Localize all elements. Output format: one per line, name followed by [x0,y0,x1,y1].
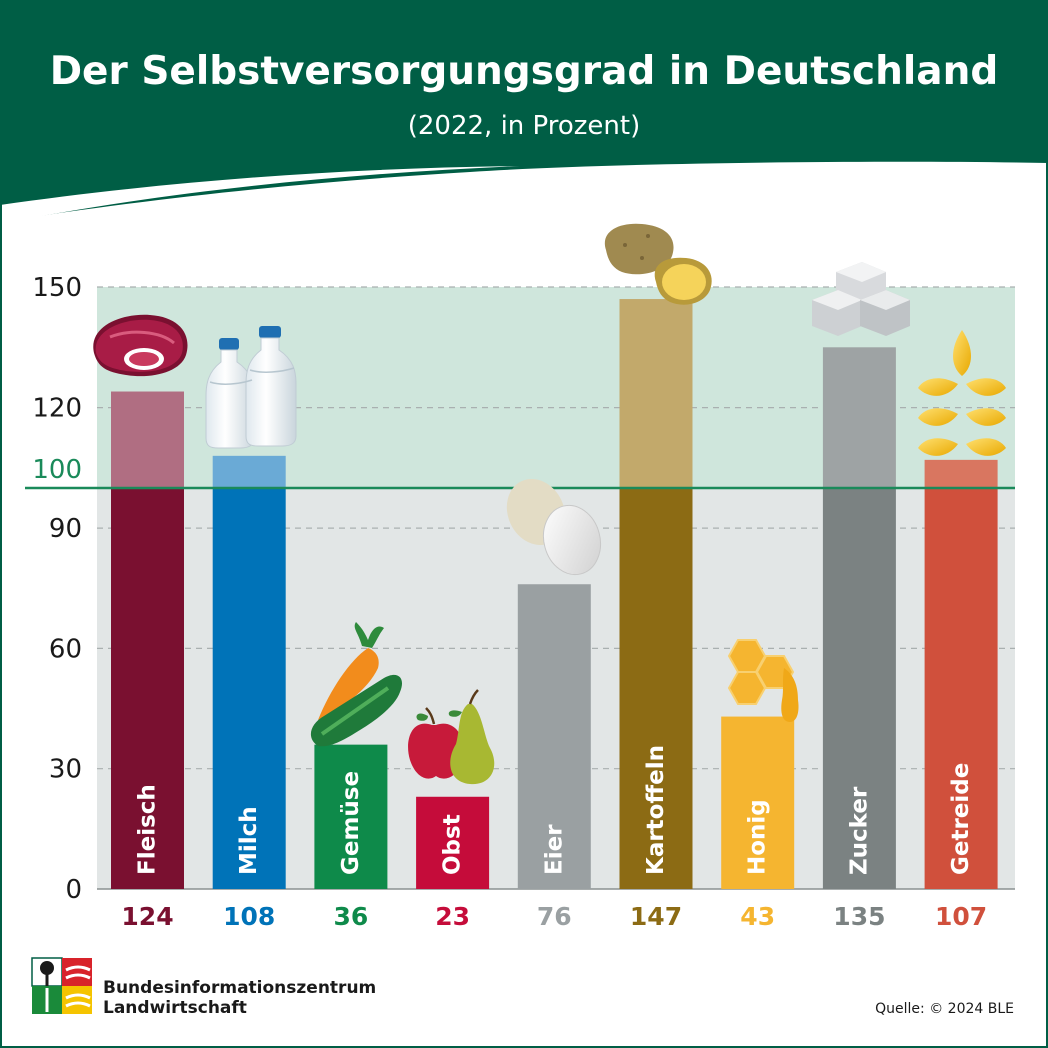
apple-pear-icon [408,689,495,785]
category-label: Fleisch [135,784,161,875]
wheat-icon [918,330,1006,456]
bar-eier [517,584,591,889]
category-label: Obst [440,814,466,875]
value-label: 36 [334,902,369,931]
bar-upper-fleisch [111,391,184,488]
sugar-cubes-icon [812,262,910,336]
ble-logo [31,957,92,1014]
value-labels: 124 108 36 23 76 147 43 135 107 [121,902,987,931]
steak-icon [93,314,188,377]
bar-kartoffeln [619,488,693,889]
potatoes-icon [604,223,712,305]
eggs-icon [506,478,602,576]
bar-zucker [822,488,896,889]
value-label: 107 [935,902,987,931]
bar-obst [416,796,490,889]
source-note: Quelle: © 2024 BLE [875,1001,1014,1017]
org-name-line1: Bundesinformationszentrum [103,978,376,998]
y-tick-label: 90 [49,514,82,544]
bar-milch [212,488,286,889]
value-label: 76 [537,902,572,931]
reference-label: 100 [32,455,82,485]
y-axis-ticks: 0 30 60 90 120 150 [32,273,82,905]
value-label: 23 [435,902,470,931]
value-label: 43 [740,902,775,931]
category-label: Gemüse [338,771,364,875]
bar-fleisch [111,488,184,889]
milk-bottles-icon [205,326,297,449]
org-name-line2: Landwirtschaft [103,998,247,1018]
bars [111,299,998,889]
y-tick-label: 120 [32,394,82,424]
header-banner [0,0,1048,222]
value-label: 147 [630,902,682,931]
category-label: Getreide [948,763,974,875]
bar-getreide [924,488,998,889]
category-labels: Fleisch Milch Gemüse Obst Eier Kartoffeln Honi… [135,745,975,875]
value-label: 135 [833,902,885,931]
category-label: Honig [745,799,771,875]
bar-honig [721,716,795,889]
category-label: Milch [236,806,262,875]
category-label: Kartoffeln [643,745,669,875]
y-tick-label: 30 [49,755,82,785]
bar-upper-zucker [822,347,896,488]
bar-gemüse [314,744,388,889]
honeycomb-icon [727,639,799,722]
chart-subtitle: (2022, in Prozent) [408,111,641,141]
bar-upper-milch [212,455,286,488]
category-label: Eier [541,824,567,875]
y-tick-label: 0 [65,875,82,905]
bar-upper-getreide [924,459,998,488]
y-tick-label: 150 [32,273,82,303]
bar-upper-kartoffeln [619,299,693,488]
value-label: 124 [121,902,173,931]
carrot-cucumber-icon [310,622,403,747]
chart-title: Der Selbstversorgungsgrad in Deutschland [50,49,999,94]
y-tick-label: 60 [49,634,82,664]
value-label: 108 [223,902,275,931]
header-swoosh [0,166,520,224]
category-label: Zucker [846,786,872,875]
